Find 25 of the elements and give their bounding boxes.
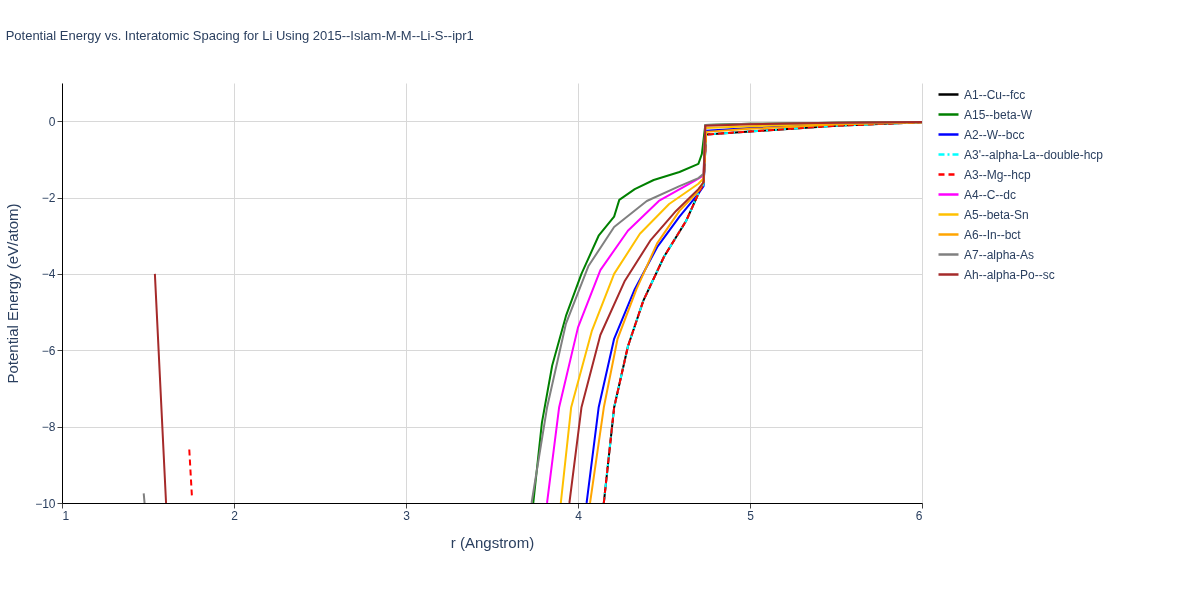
x-tick-label: 5 xyxy=(747,508,755,523)
legend-label: A4--C--dc xyxy=(964,187,1017,202)
y-tick-label: −10 xyxy=(35,496,56,511)
y-tick-label: 0 xyxy=(48,114,56,129)
x-tick-label: 3 xyxy=(403,508,411,523)
legend-label: Ah--alpha-Po--sc xyxy=(964,267,1055,282)
legend-label: A2--W--bcc xyxy=(964,127,1025,142)
x-axis-title: r (Angstrom) xyxy=(450,533,535,551)
y-tick-label: −4 xyxy=(41,267,56,282)
legend-label: A5--beta-Sn xyxy=(964,207,1029,222)
legend-label: A7--alpha-As xyxy=(964,247,1035,262)
legend-label: A15--beta-W xyxy=(964,107,1033,122)
y-tick-label: −6 xyxy=(41,343,56,358)
y-tick-label: −2 xyxy=(41,191,56,206)
chart-title: Potential Energy vs. Interatomic Spacing for Li Using 2015--Islam-M-M--Li-S--ipr1 xyxy=(5,28,474,43)
x-tick-label: 1 xyxy=(62,508,70,523)
legend-label: A6--In--bct xyxy=(964,227,1022,242)
x-tick-label: 4 xyxy=(575,508,583,523)
y-tick-label: −8 xyxy=(41,420,56,435)
x-tick-label: 6 xyxy=(915,508,923,523)
legend-label: A3'--alpha-La--double-hcp xyxy=(964,147,1104,162)
legend-label: A1--Cu--fcc xyxy=(964,87,1026,102)
y-axis-title: Potential Energy (eV/atom) xyxy=(4,203,22,384)
legend-label: A3--Mg--hcp xyxy=(964,167,1032,182)
x-tick-label: 2 xyxy=(231,508,239,523)
